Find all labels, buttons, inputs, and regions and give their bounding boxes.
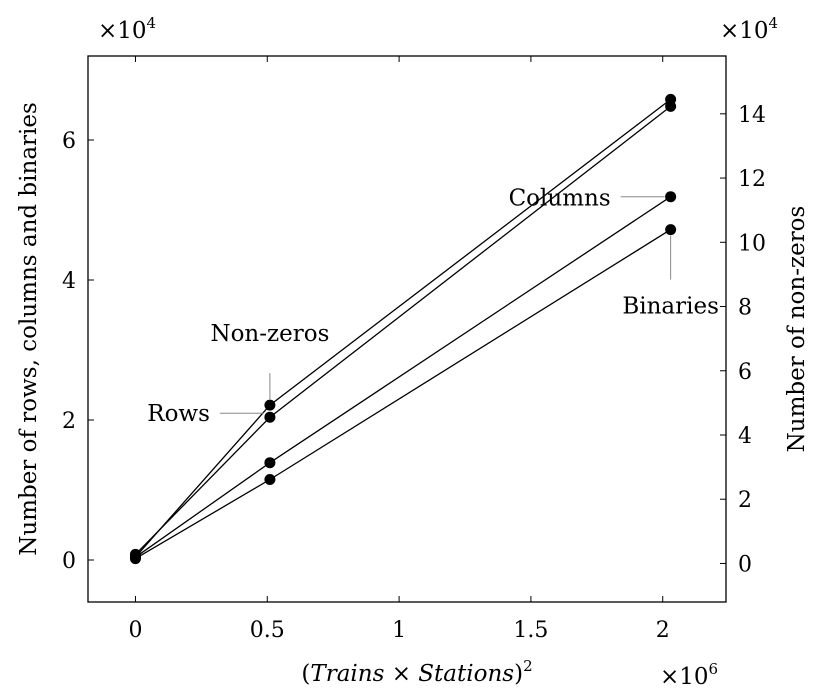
annotation-columns: Columns <box>509 186 611 212</box>
y-right-tick-label: 14 <box>738 103 766 128</box>
annotation-layer: Non-zeros Rows Columns Binaries <box>147 186 719 428</box>
annotation-binaries: Binaries <box>622 294 719 320</box>
y-right-multiplier: ×104 <box>720 14 778 44</box>
series-point-non-zeros <box>129 551 141 563</box>
series-point-rows <box>264 411 276 423</box>
series-point-columns <box>665 191 677 203</box>
plot-frame <box>87 55 727 603</box>
y-left-multiplier: ×104 <box>98 14 156 44</box>
y-right-tick-label: 8 <box>738 296 752 321</box>
y-right-tick-label: 6 <box>738 360 752 385</box>
x-tick-label: 0 <box>128 618 142 643</box>
y-left-tick-label: 6 <box>62 129 76 154</box>
series-point-columns <box>264 457 276 469</box>
y-right-tick-label: 0 <box>738 552 752 577</box>
y-right-tick-label: 2 <box>738 488 752 513</box>
y-left-axis-label: Number of rows, columns and binaries <box>16 102 42 556</box>
y-right-tick-label: 10 <box>738 231 766 256</box>
series-line-columns <box>135 196 671 558</box>
y-left-tick-label: 2 <box>62 409 76 434</box>
series-point-non-zeros <box>264 399 276 411</box>
x-tick-label: 1 <box>392 618 406 643</box>
x-multiplier: ×106 <box>660 660 718 690</box>
x-tick-label: 1.5 <box>513 618 548 643</box>
x-axis-ticks: 0 0.5 1 1.5 2 <box>128 56 670 643</box>
y-right-axis-ticks: 0 2 4 6 8 10 12 14 <box>720 103 766 577</box>
y-left-tick-label: 4 <box>62 269 76 294</box>
y-left-tick-label: 0 <box>62 549 76 574</box>
annotation-rows: Rows <box>147 401 210 427</box>
series-point-binaries <box>264 474 276 485</box>
y-right-tick-label: 4 <box>738 424 752 449</box>
y-right-tick-label: 12 <box>738 167 766 192</box>
x-tick-label: 2 <box>656 618 670 643</box>
x-axis-label: (Trains × Stations)2 <box>301 657 532 687</box>
x-tick-label: 0.5 <box>250 618 285 643</box>
y-right-axis-label: Number of non-zeros <box>784 206 810 453</box>
series-layer <box>129 93 677 565</box>
series-point-binaries <box>665 224 677 236</box>
series-point-non-zeros <box>665 93 677 105</box>
series-line-binaries <box>135 229 671 560</box>
y-left-axis-ticks: 0 2 4 6 <box>62 129 94 574</box>
annotation-non-zeros: Non-zeros <box>210 321 329 347</box>
